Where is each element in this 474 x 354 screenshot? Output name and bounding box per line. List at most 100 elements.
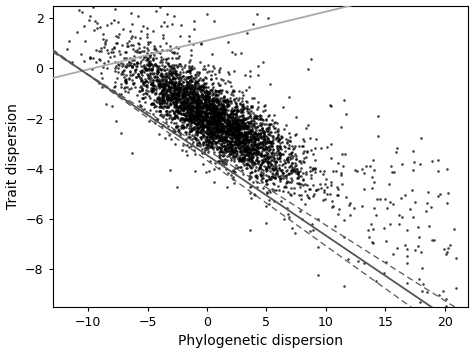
Point xyxy=(250,150,258,156)
Point xyxy=(210,120,218,126)
Point xyxy=(224,112,231,117)
Point xyxy=(192,97,200,103)
Point xyxy=(245,144,253,150)
Point xyxy=(306,187,314,192)
Point xyxy=(294,180,301,185)
Point xyxy=(269,170,276,175)
Point xyxy=(212,116,219,122)
Point xyxy=(220,129,228,135)
Point xyxy=(243,123,251,129)
Point xyxy=(255,166,262,171)
Point xyxy=(203,112,210,117)
Point xyxy=(250,146,258,152)
Point xyxy=(169,100,176,105)
Point xyxy=(225,122,232,128)
Point xyxy=(251,162,259,167)
Point xyxy=(305,195,313,201)
Point xyxy=(198,127,205,133)
Point xyxy=(229,133,237,139)
Point xyxy=(175,130,183,135)
Point xyxy=(99,84,106,90)
Point xyxy=(181,117,188,123)
Point xyxy=(170,127,177,133)
Point xyxy=(195,126,203,132)
Point xyxy=(227,129,235,135)
Point xyxy=(143,25,151,30)
Point xyxy=(173,73,180,78)
Point xyxy=(283,122,290,128)
Point xyxy=(178,90,185,95)
Point xyxy=(187,128,194,133)
Point xyxy=(253,146,260,152)
Point xyxy=(254,140,262,146)
Point xyxy=(197,108,205,113)
Point xyxy=(114,61,121,67)
Point xyxy=(175,81,182,87)
Point xyxy=(184,108,191,114)
Point xyxy=(229,132,237,137)
Point xyxy=(196,84,204,90)
Point xyxy=(203,125,210,131)
Point xyxy=(179,106,186,112)
Point xyxy=(205,98,213,104)
Point xyxy=(222,99,229,104)
Point xyxy=(202,128,210,134)
Point xyxy=(199,95,206,100)
Point xyxy=(123,84,130,90)
Point xyxy=(163,101,171,107)
Point xyxy=(223,118,230,123)
Point xyxy=(137,69,145,75)
Point xyxy=(259,176,267,181)
Point xyxy=(170,92,177,98)
Point xyxy=(237,145,244,150)
Point xyxy=(214,98,222,103)
Point xyxy=(182,82,190,87)
Point xyxy=(185,145,193,150)
Point xyxy=(171,102,179,108)
Point xyxy=(185,63,193,69)
Point xyxy=(209,117,216,122)
Point xyxy=(215,112,222,118)
Point xyxy=(247,146,255,152)
Point xyxy=(229,122,237,128)
Point xyxy=(218,150,226,155)
Point xyxy=(373,212,380,218)
Point xyxy=(163,108,170,114)
Point xyxy=(238,126,246,132)
Point xyxy=(157,77,165,82)
Point xyxy=(219,153,227,159)
Point xyxy=(247,159,255,165)
Point xyxy=(249,133,256,138)
Point xyxy=(203,123,211,129)
Point xyxy=(210,84,217,90)
Point xyxy=(155,83,163,88)
Point xyxy=(199,84,206,90)
Point xyxy=(187,107,195,113)
Point xyxy=(273,145,281,151)
Point xyxy=(199,108,207,114)
Point xyxy=(150,104,158,110)
Point xyxy=(156,66,164,72)
Point xyxy=(99,36,107,42)
Point xyxy=(218,141,225,146)
Point xyxy=(276,145,283,151)
Point xyxy=(337,124,345,130)
Point xyxy=(273,129,281,134)
Point xyxy=(147,61,155,67)
Point xyxy=(216,110,224,116)
Point xyxy=(129,42,137,48)
Point xyxy=(262,203,269,209)
Point xyxy=(274,128,282,133)
Point xyxy=(219,157,227,163)
Point xyxy=(143,78,150,84)
Point xyxy=(235,145,243,150)
Point xyxy=(243,98,250,104)
Point xyxy=(174,75,182,81)
Point xyxy=(200,81,208,87)
Point xyxy=(371,205,378,211)
Point xyxy=(239,145,247,151)
Point xyxy=(199,83,207,89)
Point xyxy=(234,135,241,141)
Point xyxy=(233,124,240,129)
Point xyxy=(246,135,254,140)
